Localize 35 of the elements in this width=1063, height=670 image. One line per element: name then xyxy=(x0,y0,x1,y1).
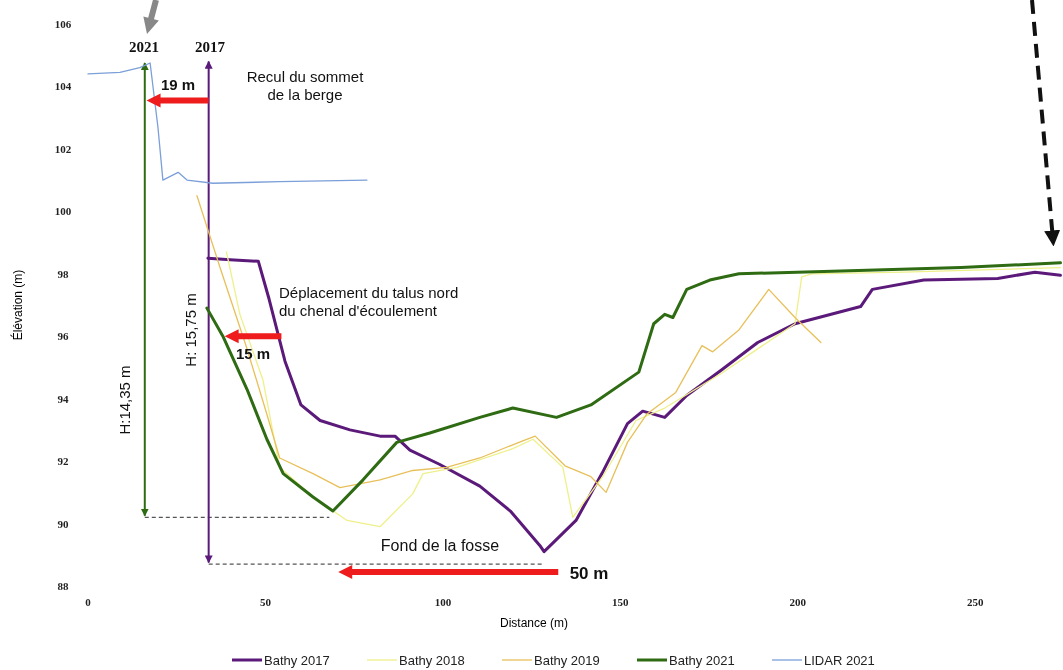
y-tick-label: 106 xyxy=(54,18,72,30)
x-tick-label: 150 xyxy=(612,596,630,608)
y-tick-label: 96 xyxy=(57,330,69,343)
line-series xyxy=(87,62,368,184)
x-axis-title: Distance (m) xyxy=(499,616,569,630)
legend-label: Bathy 2017 xyxy=(264,653,330,668)
y-tick-label: 90 xyxy=(57,517,69,530)
annotation: 15 m xyxy=(235,345,271,362)
y-tick-label: 104 xyxy=(54,80,72,93)
annotation: 2017 xyxy=(195,39,226,55)
y-tick-label: 102 xyxy=(54,142,72,155)
legend-label: Bathy 2021 xyxy=(669,653,735,668)
y-tick-label: 94 xyxy=(57,392,69,405)
line-series xyxy=(196,195,822,493)
y-axis-title: Élévation (m) xyxy=(10,269,25,341)
x-tick-label: 0 xyxy=(85,596,92,608)
annotation: 19 m xyxy=(160,76,196,93)
legend-label: Bathy 2019 xyxy=(534,653,600,668)
annotation: 50 m xyxy=(569,564,609,583)
annotation: 2021 xyxy=(129,39,159,55)
legend-label: LIDAR 2021 xyxy=(804,653,875,668)
annotation: H:14,35 m xyxy=(116,365,133,435)
y-tick-label: 98 xyxy=(57,267,69,280)
x-tick-label: 250 xyxy=(967,596,985,608)
annotation: Recul du sommet de la berge xyxy=(246,68,365,103)
y-tick-label: 100 xyxy=(54,205,72,218)
annotation: H: 15,75 m xyxy=(182,293,199,367)
x-tick-label: 100 xyxy=(434,596,452,608)
annotation: Fond de la fosse xyxy=(380,537,500,554)
x-tick-label: 200 xyxy=(789,596,807,608)
annotation: Déplacement du talus nord du chenal d'écoulement xyxy=(279,284,459,319)
y-tick-label: 88 xyxy=(57,580,69,592)
y-tick-label: 92 xyxy=(57,455,69,468)
legend-label: Bathy 2018 xyxy=(399,653,465,668)
x-tick-label: 50 xyxy=(259,596,272,608)
